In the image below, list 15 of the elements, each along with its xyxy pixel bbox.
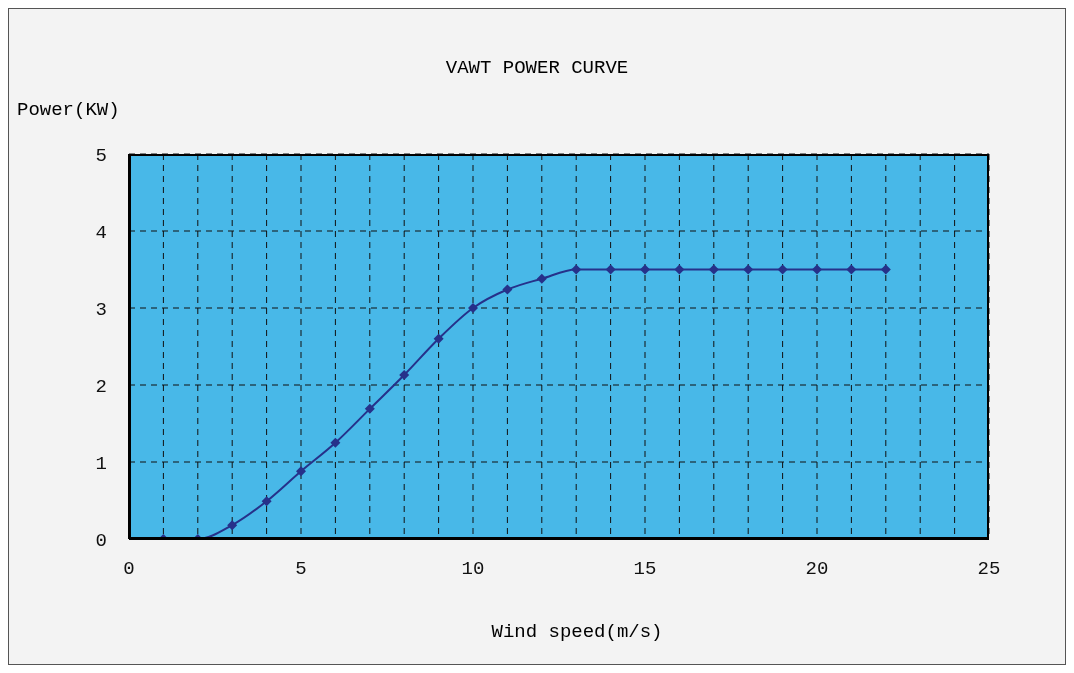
x-tick-label: 25 <box>977 558 1001 581</box>
y-tick-label: 4 <box>95 221 107 244</box>
y-tick-label: 5 <box>95 144 107 167</box>
x-tick-label: 0 <box>123 558 135 581</box>
x-tick-label: 20 <box>805 558 829 581</box>
x-tick-label: 15 <box>633 558 657 581</box>
y-tick-label: 1 <box>95 452 107 475</box>
x-tick-label: 5 <box>295 558 307 581</box>
y-axis-title: Power(KW) <box>17 99 120 121</box>
x-axis-title: Wind speed(m/s) <box>490 621 664 643</box>
y-tick-label: 0 <box>95 529 107 552</box>
chart-title: VAWT POWER CURVE <box>444 57 630 79</box>
x-tick-label: 10 <box>461 558 485 581</box>
y-tick-label: 2 <box>95 375 107 398</box>
y-tick-label: 3 <box>95 298 107 321</box>
